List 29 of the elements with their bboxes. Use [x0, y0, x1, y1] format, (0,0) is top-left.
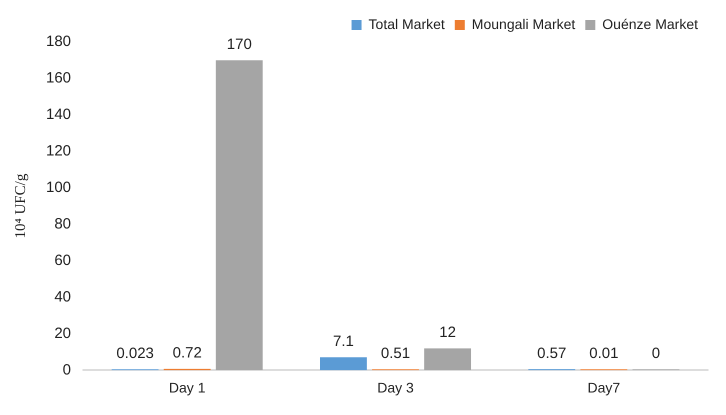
legend-label: Total Market [368, 16, 445, 32]
data-label: 0.72 [172, 344, 202, 362]
y-tick-label: 160 [46, 70, 72, 87]
y-tick-label: 120 [46, 142, 72, 160]
data-label: 0 [652, 344, 660, 362]
legend-label: Moungali Market [472, 16, 576, 32]
y-tick-label: 80 [54, 215, 72, 232]
data-label: 0.51 [380, 344, 410, 362]
legend-label: Ouénze Market [602, 16, 698, 32]
y-tick-label: 100 [46, 179, 72, 196]
bar [320, 357, 367, 370]
y-tick-label: 140 [46, 106, 72, 124]
y-tick-label: 20 [54, 324, 72, 342]
data-label: 12 [439, 324, 456, 341]
y-tick-label: 180 [46, 33, 72, 50]
data-label: 0.01 [589, 344, 618, 362]
x-tick-label: Day 1 [168, 379, 206, 396]
x-tick-label: Day 3 [377, 379, 414, 396]
y-tick-label: 40 [54, 288, 72, 306]
y-axis-title: 10⁴ UFC/g [12, 173, 29, 239]
data-label: 0.023 [116, 344, 154, 362]
data-label: 170 [226, 36, 252, 53]
x-tick-label: Day7 [587, 379, 620, 396]
bar [216, 60, 263, 370]
y-tick-label: 0 [62, 361, 72, 378]
y-tick-label: 60 [54, 252, 72, 269]
data-label: 0.57 [537, 344, 566, 362]
bar [424, 348, 472, 370]
data-label: 7.1 [333, 332, 354, 350]
